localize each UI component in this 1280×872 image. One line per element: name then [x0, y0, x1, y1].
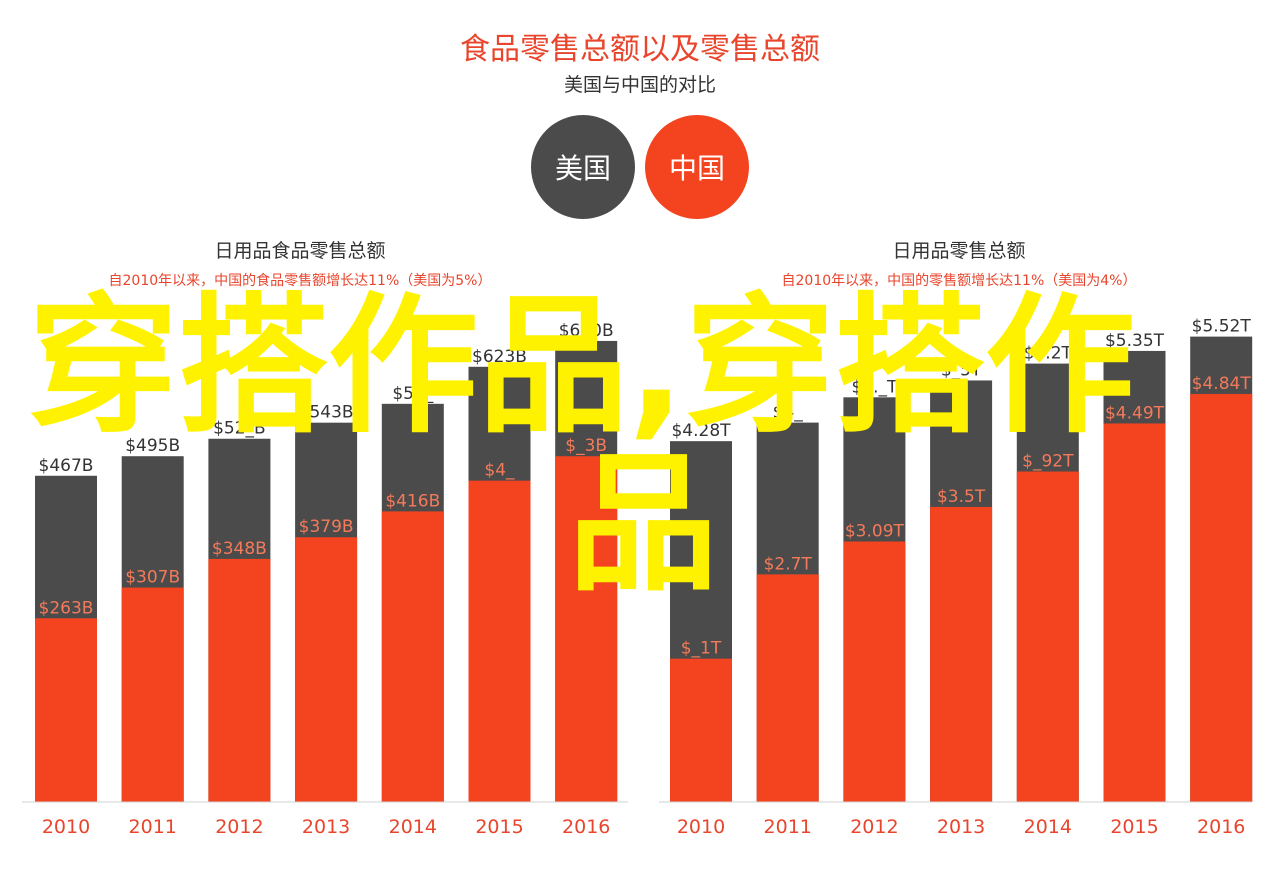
x-tick-label-2013: 2013 — [937, 816, 985, 838]
data-label-china-2013: $3.5T — [937, 487, 986, 507]
bar-food-china-2011 — [121, 587, 184, 802]
data-label-us-2015: $5.35T — [1105, 331, 1165, 351]
data-label-us-2014: $5.2T — [1024, 344, 1073, 364]
bar-retail-china-2012 — [843, 541, 906, 802]
data-label-china-2015: $4_ — [484, 461, 515, 481]
bar-food-china-2014 — [381, 511, 444, 802]
x-tick-label-2015: 2015 — [1110, 816, 1158, 838]
x-tick-label-2012: 2012 — [215, 816, 263, 838]
legend-item-us: 美国 — [531, 115, 635, 219]
data-label-china-2012: $348B — [212, 539, 267, 559]
bar-retail-china-2014 — [1016, 471, 1079, 802]
watermark-line-1: 穿搭作品,穿搭作 — [28, 280, 1135, 454]
data-label-china-2015: $4.49T — [1105, 403, 1165, 423]
panel-title-left: 日用品食品零售总额 — [214, 240, 386, 262]
data-label-china-2013: $379B — [299, 517, 354, 537]
bar-retail-china-2010 — [670, 658, 732, 802]
x-tick-label-2010: 2010 — [42, 816, 90, 838]
x-tick-label-2014: 2014 — [389, 816, 437, 838]
data-label-china-2011: $307B — [125, 568, 180, 588]
panel-subtitle-left: 自2010年以来，中国的食品零售额增长达11%（美国为5%） — [108, 273, 492, 289]
panel-title-right: 日用品零售总额 — [892, 240, 1026, 262]
x-tick-label-2012: 2012 — [850, 816, 898, 838]
bar-retail-china-2013 — [930, 506, 993, 802]
data-label-us-2013: $543B — [299, 403, 354, 423]
data-label-us-2011: $4_ — [773, 403, 804, 423]
x-tick-label-2010: 2010 — [677, 816, 725, 838]
data-label-us-2015: $623B — [472, 347, 527, 367]
bar-retail-china-2015 — [1103, 423, 1166, 802]
data-label-us-2014: $57_ — [392, 384, 433, 404]
chart-subtitle: 美国与中国的对比 — [563, 74, 716, 96]
data-label-china-2010: $_1T — [681, 639, 722, 659]
legend-item-china: 中国 — [645, 115, 749, 219]
data-label-china-2016: $4.84T — [1192, 374, 1252, 394]
x-tick-label-2011: 2011 — [129, 816, 177, 838]
watermark-line-2: 品 — [568, 438, 719, 612]
data-label-china-2014: $416B — [385, 491, 440, 511]
data-label-us-2010: $4.28T — [671, 421, 731, 441]
data-label-us-2013: $_5T — [941, 360, 982, 380]
data-label-china-2010: $263B — [39, 598, 94, 618]
x-tick-label-2013: 2013 — [302, 816, 350, 838]
data-label-china-2011: $2.7T — [764, 554, 813, 574]
chart-title: 食品零售总额以及零售总额 — [460, 32, 820, 67]
data-label-china-2012: $3.09T — [845, 521, 905, 541]
data-label-china-2016: $_3B — [565, 436, 607, 456]
bar-retail-china-2011 — [756, 574, 819, 802]
x-tick-label-2011: 2011 — [764, 816, 812, 838]
bar-retail-china-2016 — [1190, 393, 1253, 802]
x-tick-label-2016: 2016 — [1197, 816, 1245, 838]
data-label-us-2016: $5.52T — [1192, 317, 1252, 337]
bar-food-china-2015 — [468, 480, 531, 802]
data-label-us-2016: $660B — [559, 321, 614, 341]
data-label-us-2010: $467B — [39, 456, 94, 476]
bar-food-china-2013 — [295, 537, 358, 802]
x-tick-label-2015: 2015 — [475, 816, 523, 838]
data-label-us-2012: $52_B — [213, 419, 266, 439]
bar-food-china-2010 — [35, 618, 97, 802]
data-label-us-2012: $4._T — [851, 377, 898, 397]
panel-subtitle-right: 自2010年以来，中国的零售额增长达11%（美国为4%） — [781, 273, 1137, 289]
bar-food-china-2016 — [555, 456, 618, 802]
data-label-us-2011: $495B — [125, 436, 180, 456]
x-tick-label-2016: 2016 — [562, 816, 610, 838]
data-label-china-2014: $_92T — [1022, 452, 1074, 472]
bar-food-china-2012 — [208, 558, 271, 802]
x-tick-label-2014: 2014 — [1024, 816, 1072, 838]
